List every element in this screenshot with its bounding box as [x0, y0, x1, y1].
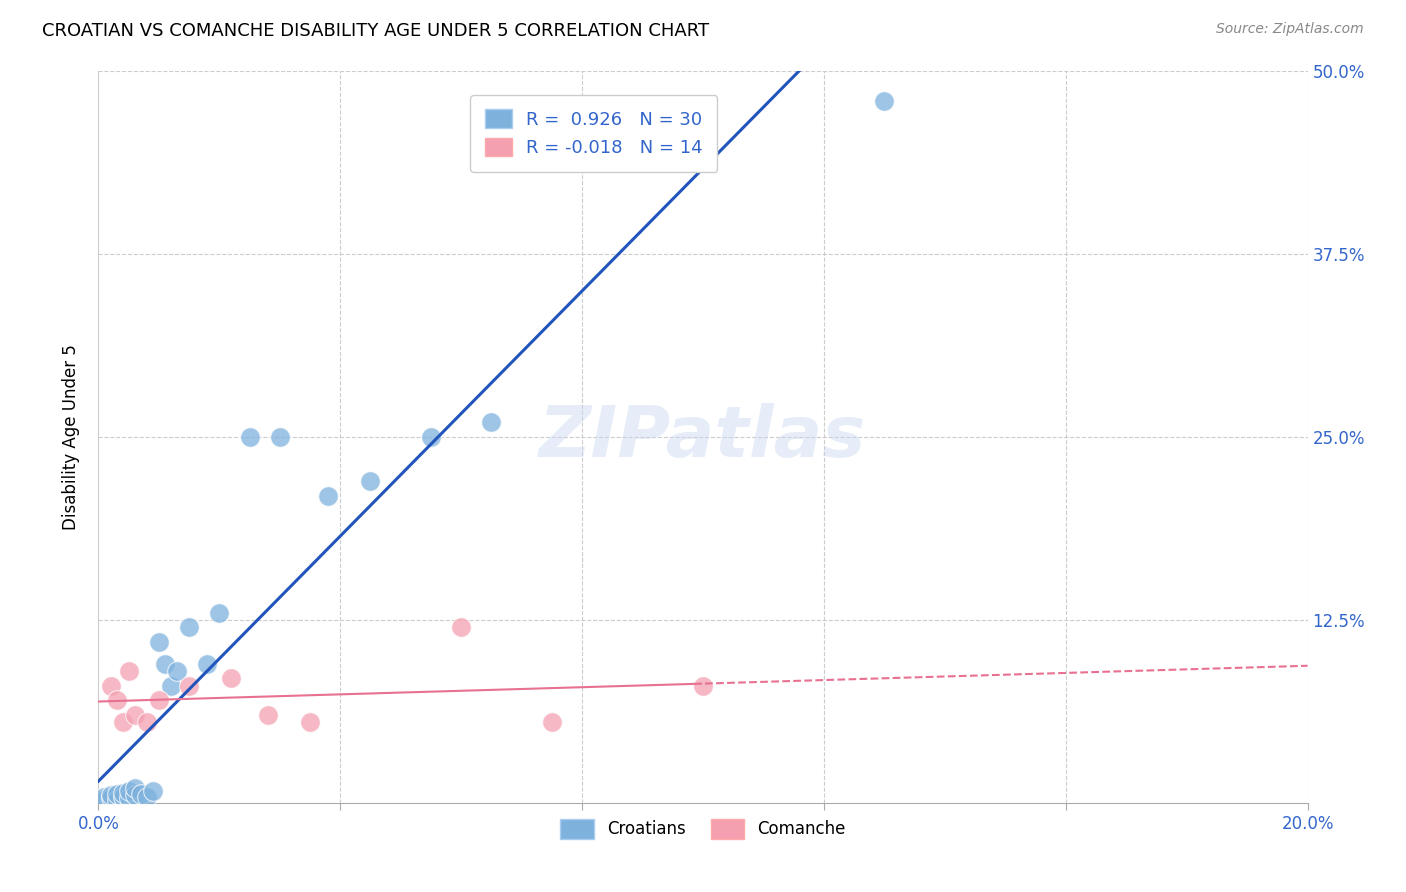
Text: Source: ZipAtlas.com: Source: ZipAtlas.com: [1216, 22, 1364, 37]
Y-axis label: Disability Age Under 5: Disability Age Under 5: [62, 344, 80, 530]
Legend: Croatians, Comanche: Croatians, Comanche: [554, 812, 852, 846]
Point: [208, 606, 231, 620]
Point: [124, 781, 146, 796]
Point: [450, 620, 472, 634]
Point: [124, 708, 146, 723]
Point: [93, 789, 115, 804]
Point: [221, 672, 243, 686]
Point: [195, 657, 218, 671]
Point: [316, 489, 339, 503]
Text: ZIPatlas: ZIPatlas: [540, 402, 866, 472]
Point: [873, 94, 896, 108]
Point: [166, 664, 188, 678]
Point: [481, 416, 503, 430]
Point: [360, 474, 382, 488]
Point: [100, 789, 122, 803]
Point: [111, 789, 134, 804]
Point: [100, 679, 122, 693]
Point: [124, 789, 146, 803]
Point: [148, 635, 170, 649]
Point: [269, 430, 291, 444]
Point: [111, 715, 134, 730]
Point: [129, 787, 152, 801]
Point: [299, 715, 322, 730]
Point: [160, 679, 183, 693]
Point: [661, 152, 683, 166]
Point: [105, 793, 128, 807]
Point: [420, 430, 443, 444]
Text: CROATIAN VS COMANCHE DISABILITY AGE UNDER 5 CORRELATION CHART: CROATIAN VS COMANCHE DISABILITY AGE UNDE…: [42, 22, 709, 40]
Point: [179, 679, 201, 693]
Point: [142, 784, 165, 798]
Point: [692, 679, 714, 693]
Point: [118, 664, 141, 678]
Point: [111, 786, 134, 800]
Point: [179, 620, 201, 634]
Point: [118, 784, 141, 798]
Point: [153, 657, 176, 671]
Point: [148, 693, 170, 707]
Point: [118, 791, 141, 805]
Point: [105, 693, 128, 707]
Point: [239, 430, 262, 444]
Point: [135, 789, 157, 804]
Point: [256, 708, 278, 723]
Point: [105, 787, 128, 801]
Point: [135, 715, 157, 730]
Point: [540, 715, 562, 730]
Point: [93, 793, 115, 807]
Point: [100, 791, 122, 805]
